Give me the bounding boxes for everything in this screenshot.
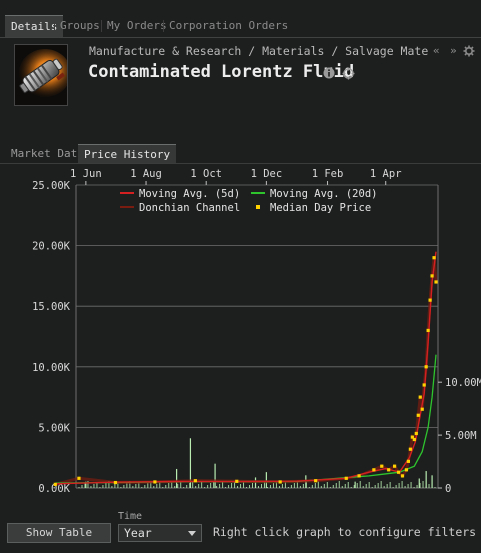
x-tick-label: 1 Oct — [190, 168, 222, 180]
tab-price-history[interactable]: Price History — [78, 144, 177, 163]
chart-legend: Moving Avg. (5d) Moving Avg. (20d) Donchia… — [120, 188, 377, 214]
median-day-point — [235, 479, 239, 483]
median-day-point — [396, 470, 401, 474]
tab-my-orders[interactable]: My Orders — [107, 19, 167, 32]
median-day-point — [408, 447, 412, 451]
median-day-point — [193, 479, 197, 483]
median-day-point — [278, 480, 282, 484]
sub-tab-bar: Market Data Price History — [0, 144, 481, 163]
tab-separator — [54, 20, 55, 32]
median-day-point — [410, 435, 414, 439]
median-day-point — [422, 383, 426, 387]
y-axis-ticks: 0.00K 5.00K 10.00K 15.00K 20.00K 25.00K — [32, 180, 71, 495]
breadcrumb-forward-button[interactable]: » — [450, 44, 457, 57]
median-day-point — [412, 437, 416, 442]
breadcrumb[interactable]: Manufacture & Research / Materials / Sal… — [89, 44, 429, 58]
median-day-point — [392, 464, 397, 468]
y-tick-label: 5.00K — [38, 422, 70, 434]
median-day-point — [406, 459, 411, 463]
info-icon[interactable] — [323, 67, 335, 79]
breadcrumb-back-button[interactable]: « — [433, 44, 440, 57]
median-day-point — [53, 482, 57, 486]
median-day-point — [434, 280, 438, 284]
median-day-point — [153, 480, 157, 484]
median-day-point — [418, 395, 422, 399]
sub-tab-divider — [0, 163, 481, 164]
median-day-point — [428, 298, 432, 302]
x-tick-label: 1 Feb — [312, 168, 344, 180]
y2-tick-label: 10.00M — [445, 377, 481, 389]
tab-groups[interactable]: Groups — [60, 19, 100, 32]
y-tick-label: 25.00K — [32, 180, 71, 192]
x-tick-label: 1 Jun — [70, 168, 102, 180]
median-day-point — [77, 476, 81, 480]
tab-bar-divider — [0, 37, 481, 38]
show-table-button[interactable]: Show Table — [7, 523, 111, 543]
time-label: Time — [118, 511, 143, 522]
price-series — [53, 251, 438, 486]
median-day-point — [372, 468, 376, 472]
x-axis-ticks: 1 Jun 1 Aug 1 Oct 1 Dec 1 Feb 1 Apr — [70, 168, 402, 185]
item-icon[interactable] — [14, 44, 68, 106]
tab-separator — [101, 20, 102, 32]
gear-icon[interactable] — [463, 45, 475, 57]
y2-tick-label: 0 — [445, 483, 451, 495]
show-in-browser-icon[interactable] — [342, 67, 355, 80]
page-title: Contaminated Lorentz Fluid — [88, 62, 355, 82]
time-range-select[interactable]: Year — [118, 524, 202, 542]
chart-hint: Right click graph to configure filters — [213, 525, 477, 539]
median-day-point — [404, 468, 409, 472]
legend-label: Moving Avg. (20d) — [270, 188, 377, 200]
tab-corporation-orders[interactable]: Corporation Orders — [169, 19, 289, 32]
x-tick-label: 1 Dec — [251, 168, 283, 180]
median-day-point — [426, 328, 430, 333]
price-history-chart[interactable]: 1 Jun 1 Aug 1 Oct 1 Dec 1 Feb 1 Apr 0.00K 5.00… — [0, 164, 481, 508]
legend-swatch — [256, 205, 260, 209]
median-day-point — [113, 480, 118, 485]
y-tick-label: 0.00K — [38, 483, 70, 495]
x-tick-label: 1 Apr — [370, 168, 402, 180]
median-day-point — [357, 474, 361, 478]
tab-details[interactable]: Details — [5, 15, 64, 37]
median-day-point — [314, 479, 318, 483]
legend-label: Donchian Channel — [139, 202, 240, 214]
fluid-canister-icon — [15, 45, 67, 105]
top-tab-bar: Details Groups My Orders Corporation Ord… — [0, 15, 481, 37]
tab-market-data[interactable]: Market Data — [11, 147, 84, 160]
volume-bars — [78, 438, 436, 488]
median-day-point — [424, 365, 428, 369]
median-day-point — [430, 274, 434, 278]
tab-separator — [163, 20, 164, 32]
y2-axis-ticks: 0 5.00M 10.00M — [438, 377, 481, 495]
median-day-point — [432, 256, 436, 260]
median-day-point — [344, 476, 348, 480]
time-range-value: Year — [124, 526, 152, 540]
median-day-point — [414, 431, 418, 436]
median-day-point — [400, 474, 405, 478]
legend-label: Moving Avg. (5d) — [139, 188, 240, 200]
y-tick-label: 15.00K — [32, 301, 71, 313]
median-day-point — [387, 468, 391, 472]
y-tick-label: 20.00K — [32, 241, 71, 253]
median-day-point — [380, 464, 384, 468]
legend-label: Median Day Price — [270, 202, 371, 214]
median-day-point — [416, 413, 420, 417]
x-tick-label: 1 Aug — [130, 168, 162, 180]
median-day-point — [420, 407, 424, 411]
y2-tick-label: 5.00M — [445, 430, 477, 442]
y-tick-label: 10.00K — [32, 362, 71, 374]
chevron-down-icon — [188, 531, 196, 536]
